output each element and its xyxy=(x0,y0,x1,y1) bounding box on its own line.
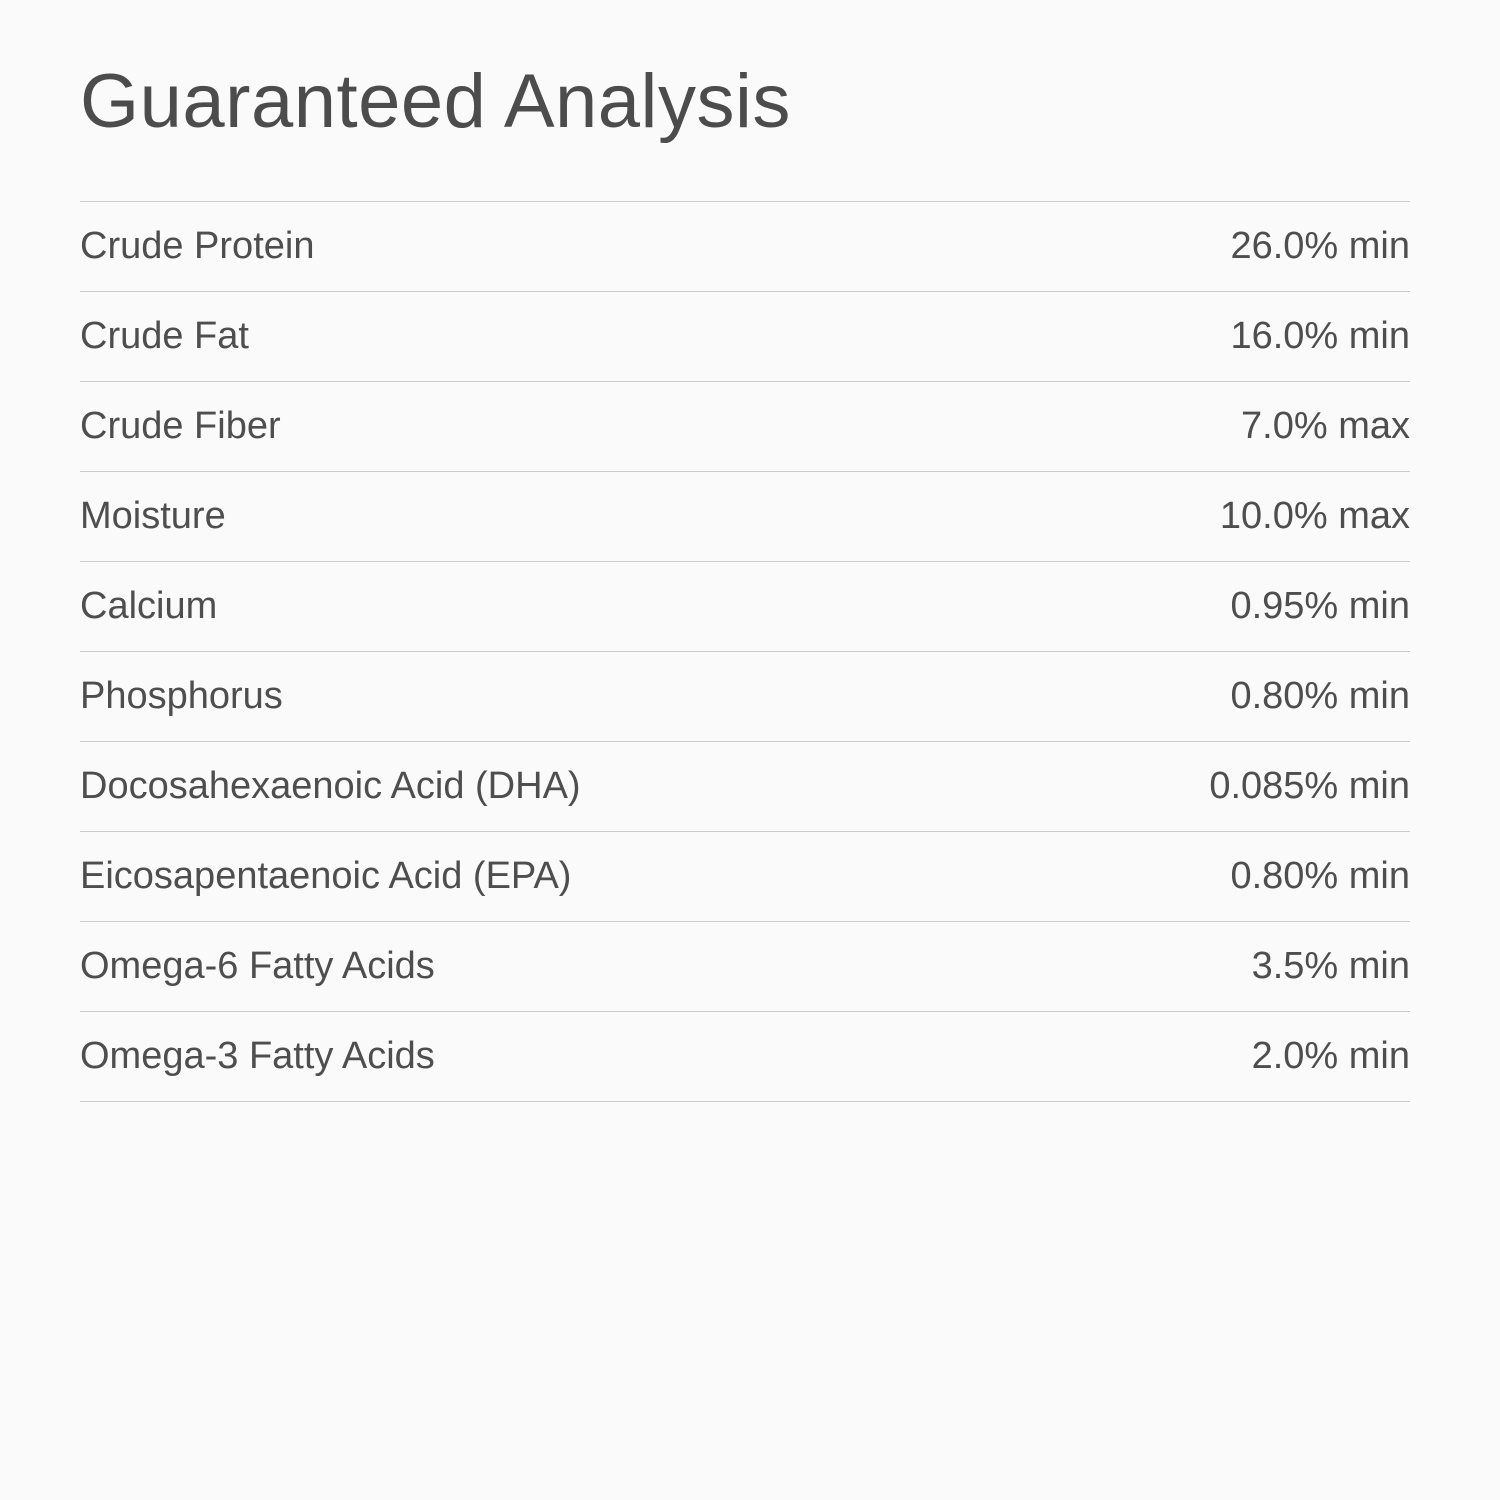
nutrient-value: 2.0% min xyxy=(1251,1035,1410,1078)
table-row: Crude Fiber 7.0% max xyxy=(80,382,1410,472)
table-row: Eicosapentaenoic Acid (EPA) 0.80% min xyxy=(80,832,1410,922)
nutrient-value: 0.95% min xyxy=(1230,585,1410,628)
table-row: Omega-3 Fatty Acids 2.0% min xyxy=(80,1012,1410,1102)
nutrient-label: Omega-6 Fatty Acids xyxy=(80,945,435,988)
nutrient-label: Crude Protein xyxy=(80,225,315,268)
nutrient-label: Docosahexaenoic Acid (DHA) xyxy=(80,765,581,808)
nutrient-value: 0.80% min xyxy=(1230,675,1410,718)
guaranteed-analysis-table: Crude Protein 26.0% min Crude Fat 16.0% … xyxy=(80,200,1410,1102)
nutrient-value: 26.0% min xyxy=(1230,225,1410,268)
nutrient-label: Phosphorus xyxy=(80,675,283,718)
nutrient-label: Crude Fiber xyxy=(80,405,281,448)
nutrient-label: Calcium xyxy=(80,585,218,628)
nutrient-value: 0.085% min xyxy=(1209,765,1410,808)
nutrient-value: 7.0% max xyxy=(1241,405,1410,448)
table-row: Calcium 0.95% min xyxy=(80,562,1410,652)
nutrient-label: Crude Fat xyxy=(80,315,249,358)
nutrient-value: 3.5% min xyxy=(1251,945,1410,988)
table-row: Omega-6 Fatty Acids 3.5% min xyxy=(80,922,1410,1012)
nutrient-value: 16.0% min xyxy=(1230,315,1410,358)
table-row: Crude Fat 16.0% min xyxy=(80,292,1410,382)
nutrient-label: Moisture xyxy=(80,495,226,538)
nutrient-label: Eicosapentaenoic Acid (EPA) xyxy=(80,855,572,898)
table-row: Phosphorus 0.80% min xyxy=(80,652,1410,742)
table-row: Moisture 10.0% max xyxy=(80,472,1410,562)
nutrient-value: 0.80% min xyxy=(1230,855,1410,898)
table-row: Crude Protein 26.0% min xyxy=(80,202,1410,292)
page-title: Guaranteed Analysis xyxy=(80,59,791,144)
nutrient-label: Omega-3 Fatty Acids xyxy=(80,1035,435,1078)
nutrient-value: 10.0% max xyxy=(1219,495,1410,538)
table-row: Docosahexaenoic Acid (DHA) 0.085% min xyxy=(80,742,1410,832)
